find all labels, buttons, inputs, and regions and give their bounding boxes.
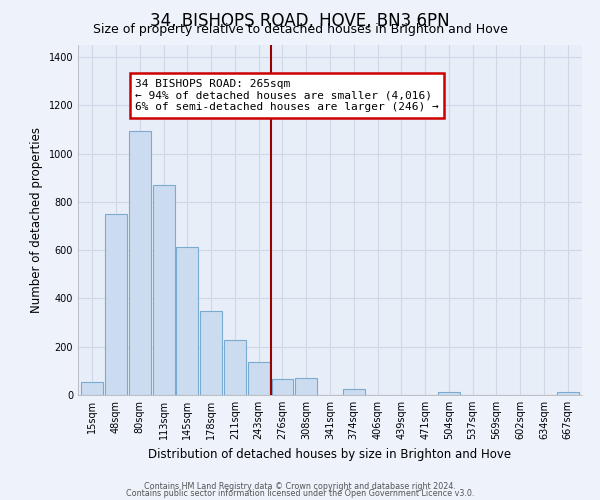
Bar [438,392,460,395]
Bar [176,246,198,395]
Bar [272,380,293,395]
Bar [152,185,175,395]
Bar [105,214,127,395]
Bar [295,378,317,395]
Bar [82,382,103,395]
X-axis label: Distribution of detached houses by size in Brighton and Hove: Distribution of detached houses by size … [148,448,512,460]
Text: 34, BISHOPS ROAD, HOVE, BN3 6PN: 34, BISHOPS ROAD, HOVE, BN3 6PN [150,12,450,30]
Y-axis label: Number of detached properties: Number of detached properties [30,127,43,313]
Bar [129,130,151,395]
Text: 34 BISHOPS ROAD: 265sqm
← 94% of detached houses are smaller (4,016)
6% of semi-: 34 BISHOPS ROAD: 265sqm ← 94% of detache… [135,79,439,112]
Text: Size of property relative to detached houses in Brighton and Hove: Size of property relative to detached ho… [92,22,508,36]
Bar [248,362,269,395]
Bar [343,389,365,395]
Text: Contains HM Land Registry data © Crown copyright and database right 2024.: Contains HM Land Registry data © Crown c… [144,482,456,491]
Bar [200,310,222,395]
Text: Contains public sector information licensed under the Open Government Licence v3: Contains public sector information licen… [126,489,474,498]
Bar [557,392,578,395]
Bar [224,340,246,395]
